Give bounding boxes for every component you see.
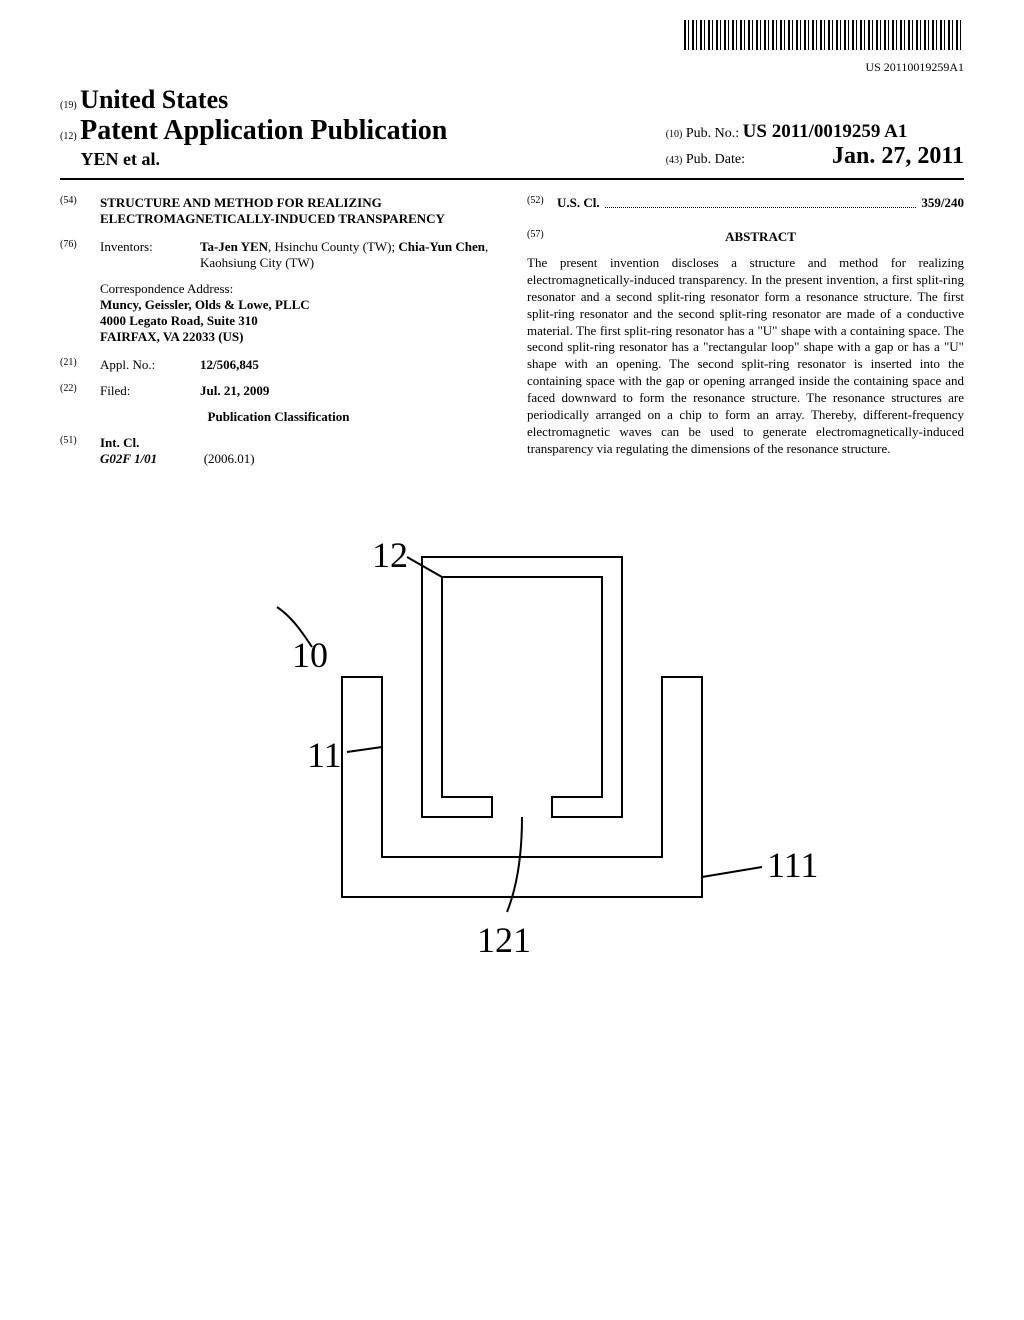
barcode-area xyxy=(60,20,964,55)
pub-date-line: (43) Pub. Date: Jan. 27, 2011 xyxy=(666,143,964,170)
fig-label-11: 11 xyxy=(307,735,342,775)
left-column: (54) STRUCTURE AND METHOD FOR REALIZING … xyxy=(60,195,497,477)
int-cl-row: (51) Int. Cl. G02F 1/01 (2006.01) xyxy=(60,435,497,467)
abstract-text: The present invention discloses a struct… xyxy=(527,255,964,458)
pub-title-line: (12) Patent Application Publication xyxy=(60,115,666,147)
field-76: (76) xyxy=(60,239,100,271)
field-57: (57) xyxy=(527,229,557,255)
invention-title: STRUCTURE AND METHOD FOR REALIZING ELECT… xyxy=(100,195,497,227)
field-21: (21) xyxy=(60,357,100,373)
field-51: (51) xyxy=(60,435,100,467)
country-line: (19) United States xyxy=(60,85,666,115)
barcode-text: US 20110019259A1 xyxy=(60,60,964,75)
invention-title-block: (54) STRUCTURE AND METHOD FOR REALIZING … xyxy=(60,195,497,227)
fig-label-10: 10 xyxy=(292,635,328,675)
appl-no-label: Appl. No.: xyxy=(100,357,200,373)
header-section: (19) United States (12) Patent Applicati… xyxy=(60,85,964,180)
fig-label-12: 12 xyxy=(372,535,408,575)
field-52: (52) xyxy=(527,195,557,211)
barcode-graphic xyxy=(684,20,964,50)
us-cl-label: U.S. Cl. xyxy=(557,195,600,211)
filed-value: Jul. 21, 2009 xyxy=(200,383,497,399)
authors: YEN et al. xyxy=(81,149,161,169)
filed-label: Filed: xyxy=(100,383,200,399)
inventor-1: Ta-Jen YEN, Hsinchu County (TW); xyxy=(200,239,398,254)
fig-label-111: 111 xyxy=(767,845,818,885)
authors-line: (12) YEN et al. xyxy=(60,149,666,170)
int-cl-block: Int. Cl. G02F 1/01 (2006.01) xyxy=(100,435,255,467)
correspondence-label: Correspondence Address: xyxy=(100,281,497,297)
right-column: (52) U.S. Cl. 359/240 (57) ABSTRACT The … xyxy=(527,195,964,477)
body-columns: (54) STRUCTURE AND METHOD FOR REALIZING … xyxy=(60,195,964,477)
field-12: (12) xyxy=(60,131,77,142)
appl-no-row: (21) Appl. No.: 12/506,845 xyxy=(60,357,497,373)
classification-heading: Publication Classification xyxy=(60,409,497,425)
int-cl-label: Int. Cl. xyxy=(100,435,255,451)
field-54: (54) xyxy=(60,195,100,227)
field-22: (22) xyxy=(60,383,100,399)
pub-no-label: Pub. No.: xyxy=(686,126,739,141)
header-right: (10) Pub. No.: US 2011/0019259 A1 (43) P… xyxy=(666,121,964,170)
inventors-label: Inventors: xyxy=(100,239,200,271)
us-cl-row: (52) U.S. Cl. 359/240 xyxy=(527,195,964,211)
correspondence-body: Muncy, Geissler, Olds & Lowe, PLLC4000 L… xyxy=(100,297,497,345)
field-19: (19) xyxy=(60,100,77,111)
patent-figure: 10 12 11 111 121 xyxy=(162,517,862,957)
abstract-header-row: (57) ABSTRACT xyxy=(527,229,964,255)
figure-area: 10 12 11 111 121 xyxy=(60,517,964,962)
us-cl-value: 359/240 xyxy=(921,195,964,211)
abstract-heading: ABSTRACT xyxy=(557,229,964,245)
pub-title: Patent Application Publication xyxy=(80,115,447,146)
dotted-fill xyxy=(605,195,917,208)
correspondence-block: Correspondence Address: Muncy, Geissler,… xyxy=(100,281,497,345)
inventors-value: Ta-Jen YEN, Hsinchu County (TW); Chia-Yu… xyxy=(200,239,497,271)
pub-date-value: Jan. 27, 2011 xyxy=(832,143,964,169)
appl-no-value: 12/506,845 xyxy=(200,357,497,373)
pub-date-label: Pub. Date: xyxy=(686,152,745,167)
filed-row: (22) Filed: Jul. 21, 2009 xyxy=(60,383,497,399)
field-43: (43) xyxy=(666,155,683,166)
pub-no-line: (10) Pub. No.: US 2011/0019259 A1 xyxy=(666,121,964,143)
country-name: United States xyxy=(80,85,228,114)
field-10: (10) xyxy=(666,129,683,140)
inventors-row: (76) Inventors: Ta-Jen YEN, Hsinchu Coun… xyxy=(60,239,497,271)
pub-no-value: US 2011/0019259 A1 xyxy=(743,121,908,142)
header-left: (19) United States (12) Patent Applicati… xyxy=(60,85,666,170)
int-cl-value: G02F 1/01 (2006.01) xyxy=(100,451,255,467)
fig-label-121: 121 xyxy=(477,920,531,957)
